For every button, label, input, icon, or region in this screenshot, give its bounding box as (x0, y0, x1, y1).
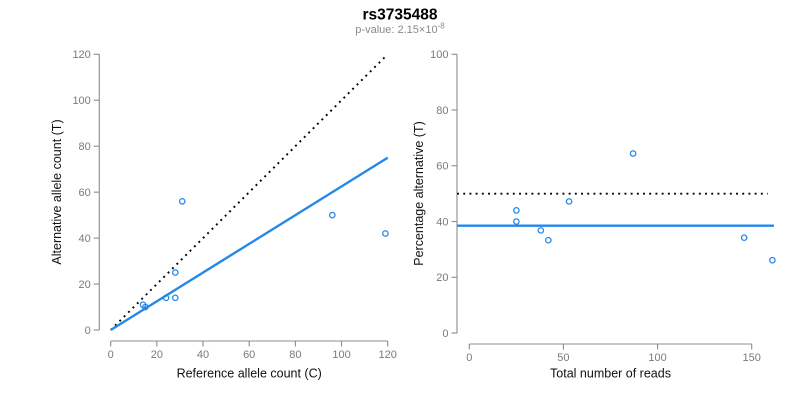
y-tick-label: 0 (85, 325, 91, 337)
data-point (537, 227, 545, 234)
data-point (172, 269, 179, 276)
left-plot-generated: 0 20 40 60 80 100 120 0 20 40 60 80 100 120 (72, 49, 396, 361)
x-tick-label: 80 (289, 349, 301, 361)
y-tick-label: 80 (436, 105, 448, 117)
y-tick-label: 120 (72, 49, 90, 61)
x-tick-label: 60 (243, 349, 255, 361)
data-point (545, 236, 552, 244)
identity-line (110, 54, 388, 331)
p-value-base: p-value: 2.15×10 (355, 24, 437, 36)
x-tick-label: 150 (743, 352, 761, 364)
right-y-axis-title: Percentage alternative (T) (412, 121, 426, 266)
left-x-axis-title: Reference allele count (C) (177, 367, 322, 381)
data-point (740, 234, 748, 242)
y-tick-label: 40 (79, 233, 91, 245)
x-tick-label: 100 (332, 349, 350, 361)
y-tick-label: 20 (79, 279, 91, 291)
data-point (172, 294, 179, 302)
left-scatter-plot: 0 20 40 60 80 100 120 0 20 40 60 80 100 120 Reference… (50, 49, 397, 380)
right-x-axis-title: Total number of reads (550, 367, 671, 381)
y-tick-label: 60 (436, 161, 448, 173)
x-tick-label: 20 (151, 349, 163, 361)
right-scatter-plot: 0 50 100 150 0 20 40 60 80 100 Total number of re… (412, 49, 776, 381)
fitted-line (110, 156, 389, 332)
y-tick-label: 100 (72, 95, 90, 107)
data-point (769, 256, 776, 264)
x-tick-label: 40 (197, 349, 209, 361)
x-tick-label: 50 (557, 352, 569, 364)
data-point (513, 218, 520, 225)
data-point (629, 150, 637, 157)
data-point (382, 230, 389, 237)
right-plot-generated: 0 50 100 150 0 20 40 60 80 100 (430, 49, 776, 364)
x-tick-label: 0 (108, 349, 114, 361)
y-tick-label: 0 (442, 328, 448, 340)
p-value-exponent: -8 (438, 22, 446, 31)
p-value-subtitle: p-value: 2.15×10-8 (355, 22, 445, 37)
y-tick-label: 80 (79, 141, 91, 153)
data-point (162, 294, 170, 302)
figure-title: rs3735488 (363, 7, 438, 24)
y-tick-label: 20 (436, 272, 448, 284)
data-point (328, 211, 336, 219)
data-point (565, 198, 573, 205)
y-tick-label: 60 (79, 187, 91, 199)
x-tick-label: 0 (466, 352, 472, 364)
left-y-axis-title: Alternative allele count (T) (50, 119, 64, 264)
x-tick-label: 100 (648, 352, 666, 364)
y-tick-label: 40 (436, 216, 448, 228)
y-tick-label: 100 (430, 49, 448, 61)
x-tick-label: 120 (379, 349, 397, 361)
data-point (513, 207, 520, 214)
data-point (142, 303, 149, 311)
data-point (178, 198, 186, 205)
